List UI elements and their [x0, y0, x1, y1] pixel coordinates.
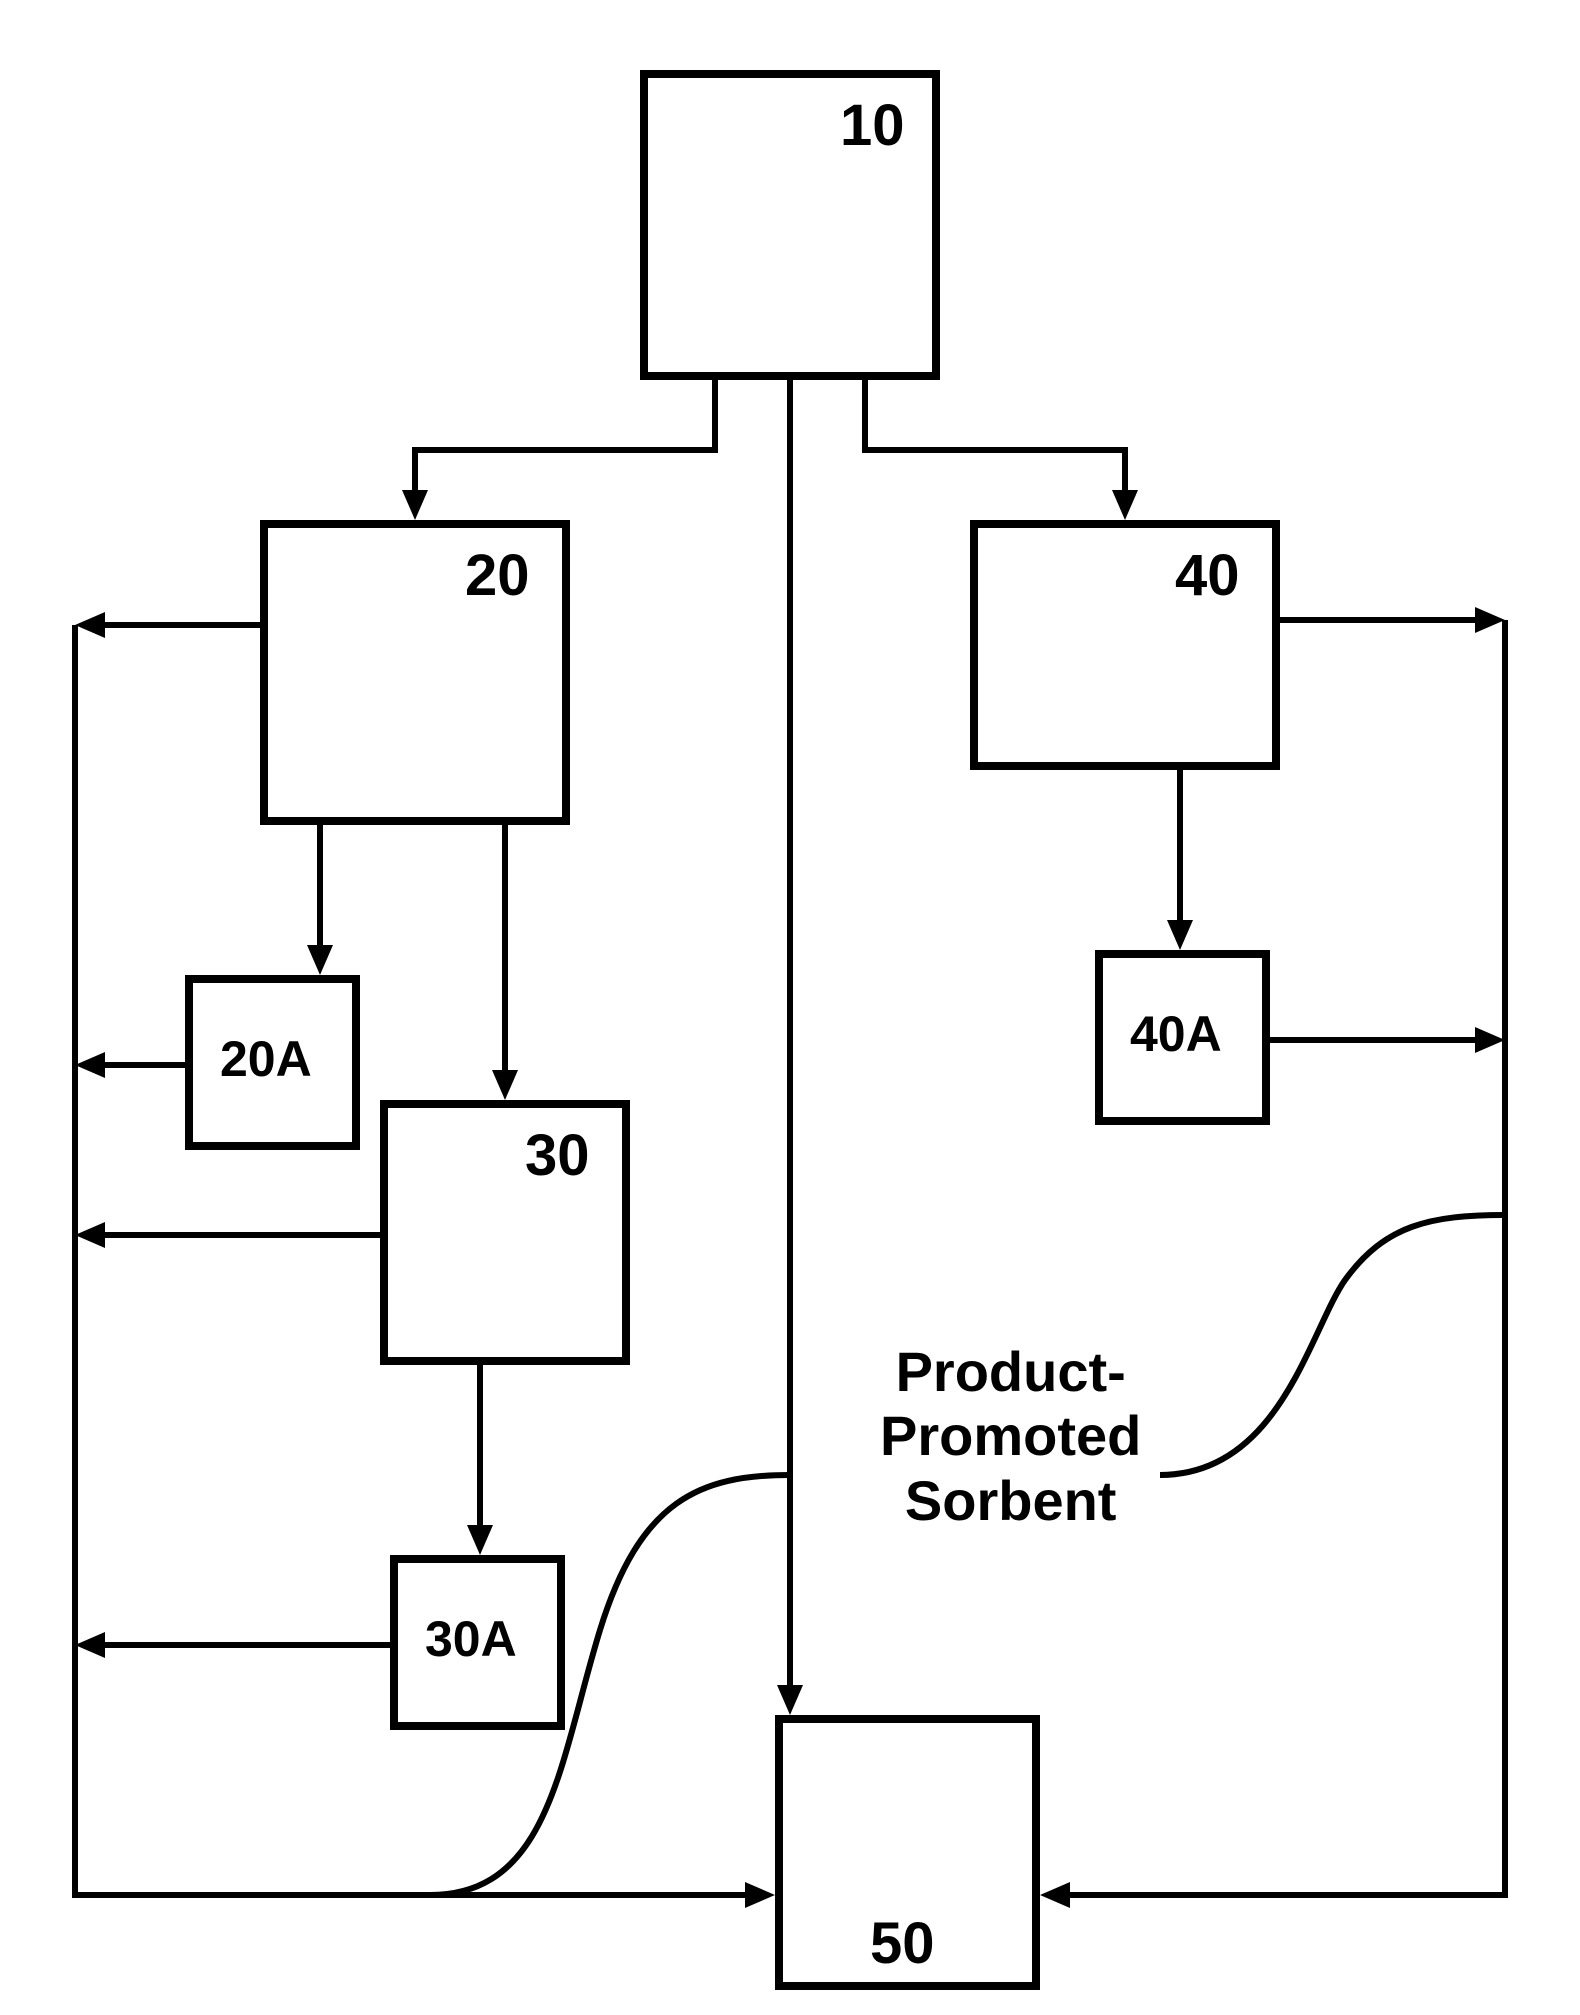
edge-e10_20	[415, 380, 715, 490]
edge-e10_40	[865, 380, 1125, 490]
node-label-n10: 10	[840, 92, 905, 159]
node-label-n30A: 30A	[425, 1610, 517, 1668]
node-label-n20: 20	[465, 542, 530, 609]
curve-curve_right	[1160, 1215, 1505, 1475]
node-label-n40A: 40A	[1130, 1005, 1222, 1063]
node-label-n20A: 20A	[220, 1030, 312, 1088]
node-n30	[380, 1100, 630, 1365]
diagram-canvas: 10 20 40 20A 40A 30 30A 50 Product-PromotedSorb…	[0, 0, 1580, 2015]
annotation-product-promoted-sorbent: Product-PromotedSorbent	[880, 1340, 1141, 1533]
node-label-n50: 50	[870, 1910, 935, 1977]
edge-right_bus_to_50	[1070, 620, 1505, 1895]
node-label-n40: 40	[1175, 542, 1240, 609]
node-label-n30: 30	[525, 1122, 590, 1189]
